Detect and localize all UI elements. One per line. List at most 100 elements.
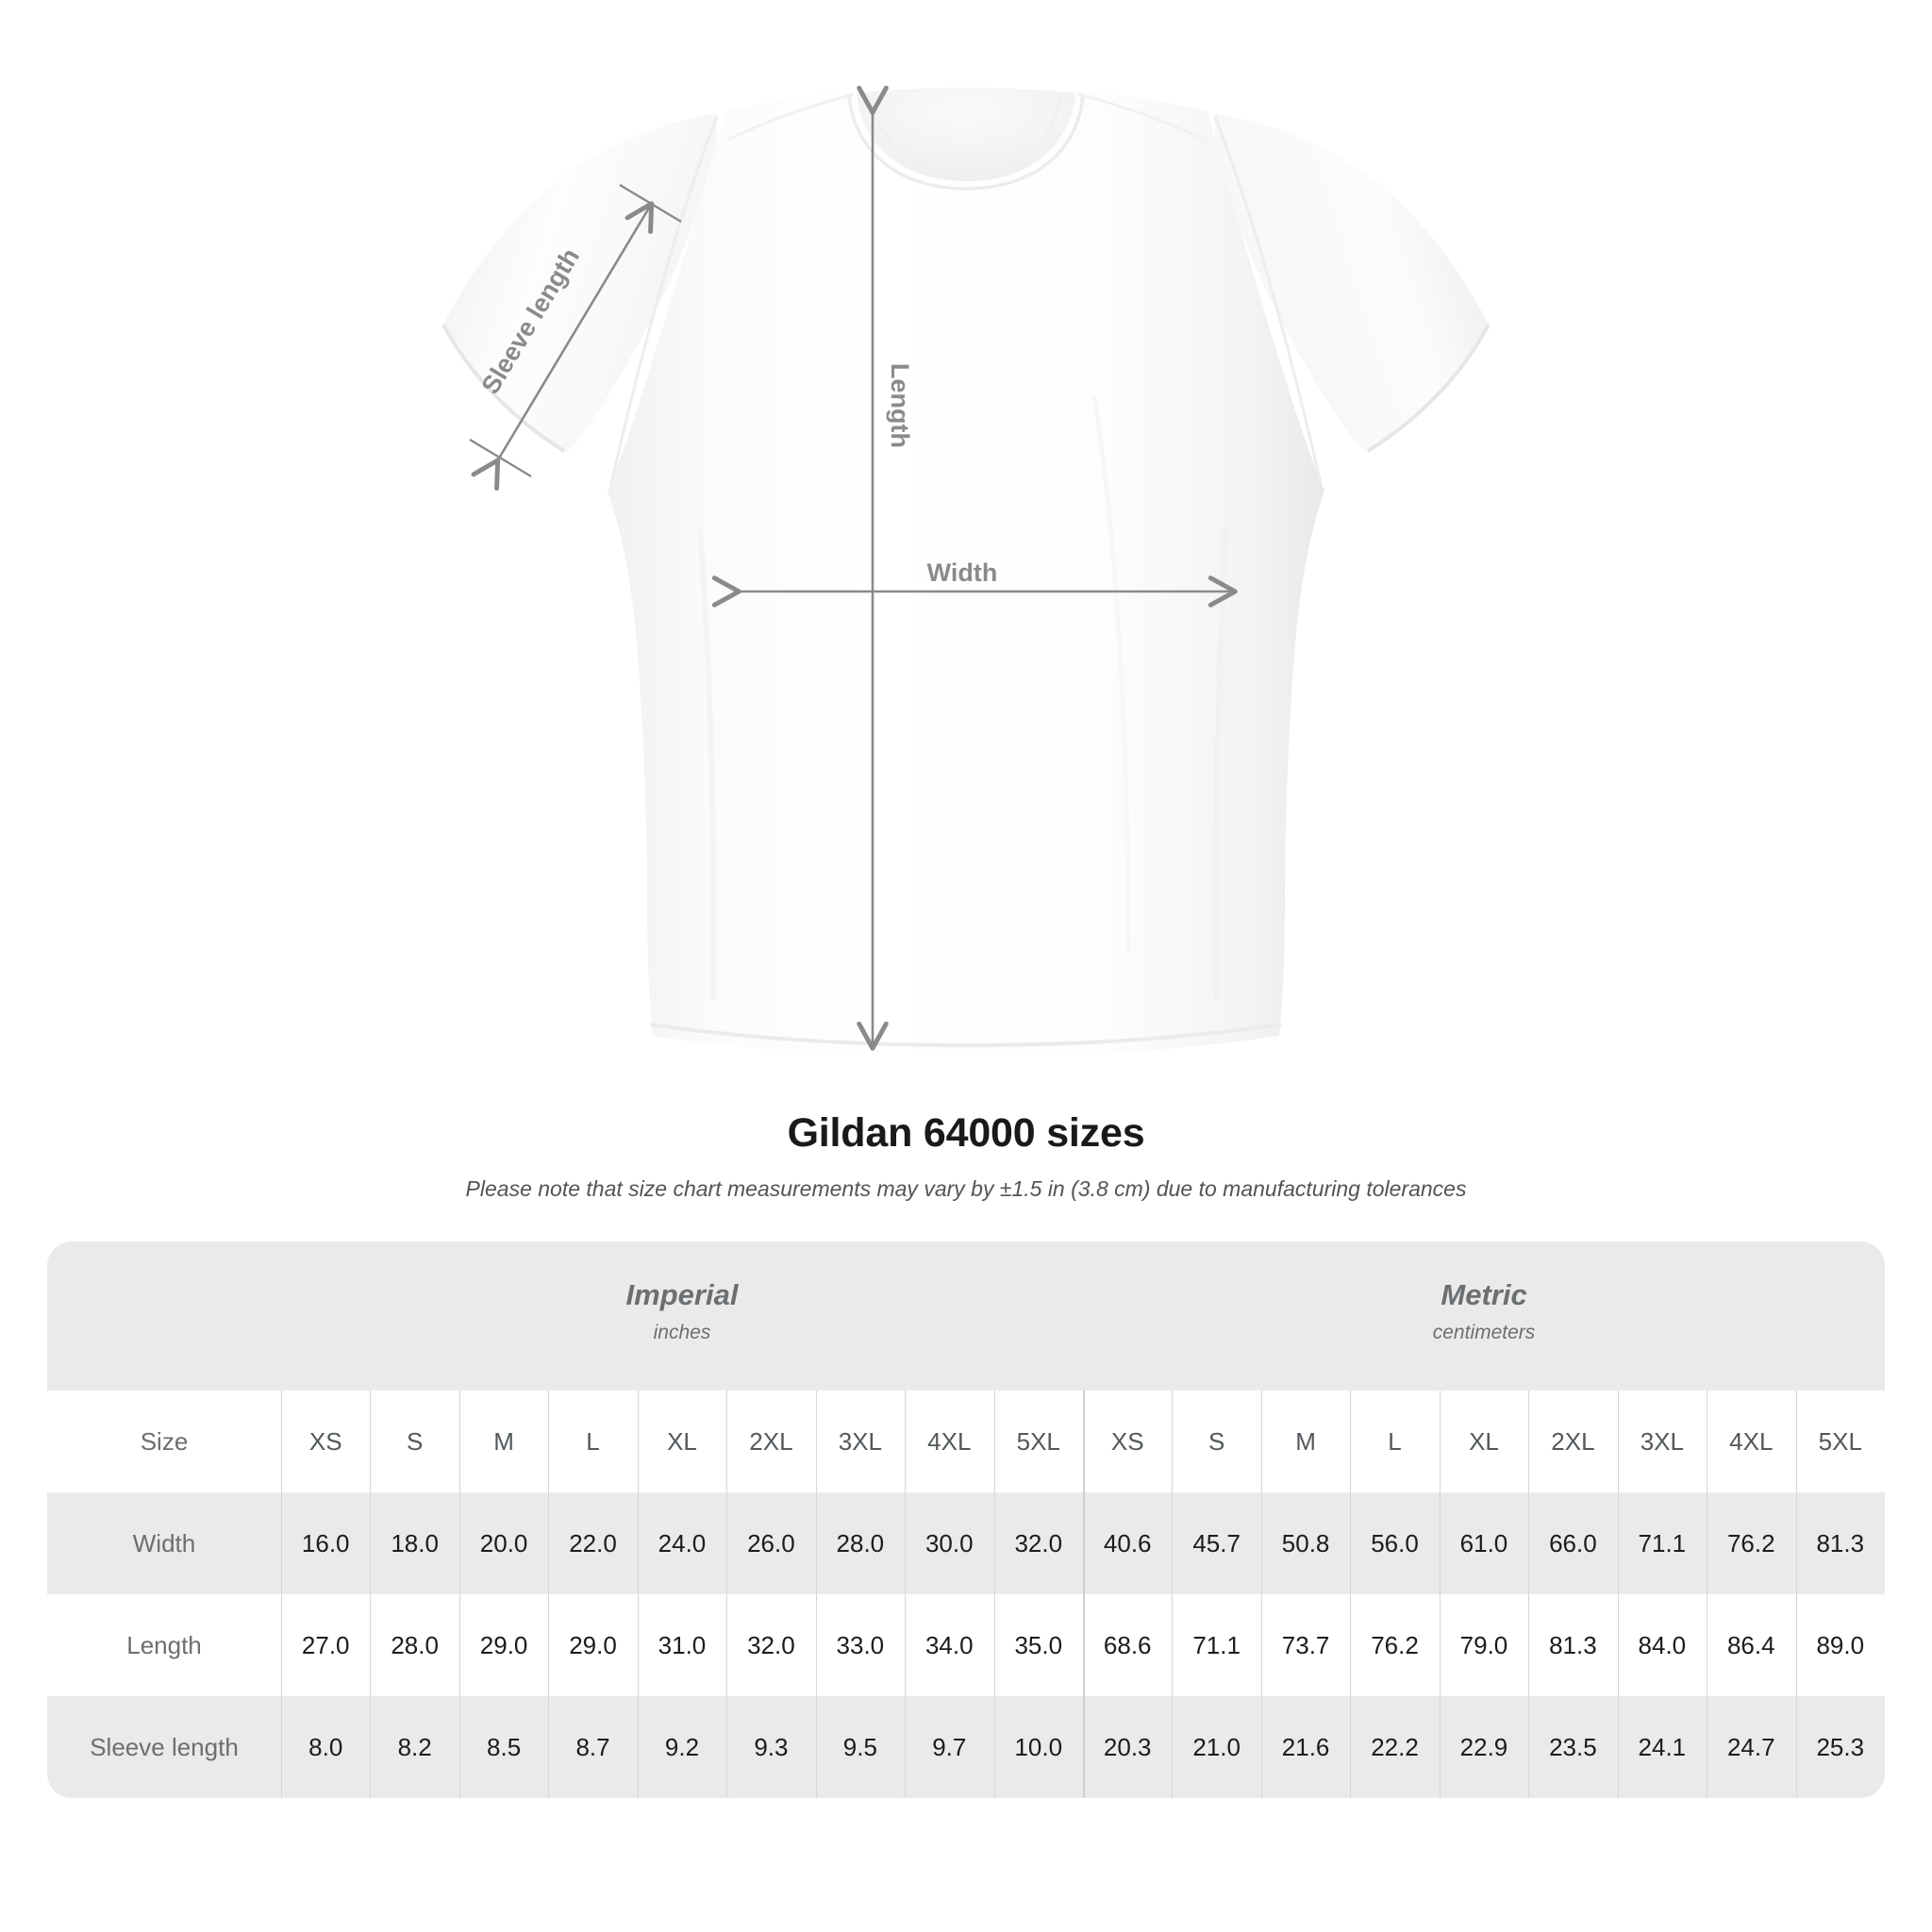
table-row: Length 27.0 28.0 29.0 29.0 31.0 32.0 33.0 34.0 35… bbox=[47, 1594, 1886, 1696]
fabric-fold-1 bbox=[697, 527, 717, 1001]
unit-group-imperial: Imperial inches bbox=[281, 1241, 1083, 1391]
column-header-metric-m: M bbox=[1260, 1391, 1351, 1492]
shirt-body-group bbox=[441, 88, 1491, 1057]
cell-length-imperial-3xl: 33.0 bbox=[815, 1594, 906, 1696]
cell-width-imperial-5xl: 32.0 bbox=[993, 1492, 1083, 1594]
cell-length-metric-l: 76.2 bbox=[1350, 1594, 1440, 1696]
cell-length-metric-xl: 79.0 bbox=[1439, 1594, 1529, 1696]
cell-width-metric-5xl: 81.3 bbox=[1795, 1492, 1886, 1594]
size-header-row: Size XS S M L XL 2XL 3XL 4XL 5XL XS S M L XL 2XL 3XL 4XL 5… bbox=[47, 1391, 1886, 1492]
cell-sleeve-length-metric-xl: 22.9 bbox=[1439, 1696, 1529, 1798]
cell-length-metric-m: 73.7 bbox=[1260, 1594, 1351, 1696]
cell-length-imperial-xs: 27.0 bbox=[281, 1594, 371, 1696]
cell-sleeve-length-imperial-5xl: 10.0 bbox=[993, 1696, 1083, 1798]
cell-sleeve-length-metric-s: 21.0 bbox=[1172, 1696, 1261, 1798]
column-header-imperial-s: S bbox=[370, 1391, 459, 1492]
cell-width-metric-xs: 40.6 bbox=[1083, 1492, 1173, 1594]
length-label: Length bbox=[886, 363, 914, 448]
cell-width-metric-3xl: 71.1 bbox=[1617, 1492, 1707, 1594]
right-sleeve bbox=[1215, 113, 1489, 453]
unit-header-spacer bbox=[47, 1241, 281, 1391]
page-title: Gildan 64000 sizes bbox=[787, 1110, 1145, 1156]
cell-length-imperial-m: 29.0 bbox=[458, 1594, 549, 1696]
column-header-metric-2xl: 2XL bbox=[1528, 1391, 1618, 1492]
column-header-metric-5xl: 5XL bbox=[1795, 1391, 1886, 1492]
cell-sleeve-length-imperial-4xl: 9.7 bbox=[905, 1696, 994, 1798]
cell-width-metric-4xl: 76.2 bbox=[1707, 1492, 1796, 1594]
bottom-hem bbox=[650, 1023, 1282, 1048]
cell-width-imperial-4xl: 30.0 bbox=[905, 1492, 994, 1594]
cell-sleeve-length-metric-4xl: 24.7 bbox=[1707, 1696, 1796, 1798]
cell-sleeve-length-metric-2xl: 23.5 bbox=[1528, 1696, 1618, 1798]
column-header-imperial-xl: XL bbox=[637, 1391, 727, 1492]
unit-group-name: Imperial bbox=[625, 1278, 739, 1312]
cell-sleeve-length-metric-xs: 20.3 bbox=[1083, 1696, 1173, 1798]
unit-group-name: Metric bbox=[1441, 1278, 1527, 1312]
cell-length-metric-2xl: 81.3 bbox=[1528, 1594, 1618, 1696]
column-header-imperial-xs: XS bbox=[281, 1391, 371, 1492]
row-label-sleeve-length: Sleeve length bbox=[47, 1696, 281, 1798]
cell-sleeve-length-metric-m: 21.6 bbox=[1260, 1696, 1351, 1798]
row-label-length: Length bbox=[47, 1594, 281, 1696]
left-shoulder-seam bbox=[727, 92, 855, 142]
unit-group-metric: Metric centimeters bbox=[1083, 1241, 1886, 1391]
unit-group-sub: inches bbox=[653, 1321, 711, 1343]
shirt-torso bbox=[608, 91, 1324, 1057]
tshirt-diagram: Length Width Sleeve length bbox=[441, 85, 1491, 1057]
page-subtitle: Please note that size chart measurements… bbox=[465, 1176, 1467, 1201]
width-annotation: Width bbox=[711, 558, 1238, 608]
column-header-imperial-m: M bbox=[458, 1391, 549, 1492]
cell-length-imperial-l: 29.0 bbox=[548, 1594, 638, 1696]
column-header-metric-3xl: 3XL bbox=[1617, 1391, 1707, 1492]
cell-sleeve-length-metric-5xl: 25.3 bbox=[1795, 1696, 1886, 1798]
cell-length-metric-xs: 68.6 bbox=[1083, 1594, 1173, 1696]
cell-width-metric-s: 45.7 bbox=[1172, 1492, 1261, 1594]
column-header-metric-s: S bbox=[1172, 1391, 1261, 1492]
cell-width-imperial-s: 18.0 bbox=[370, 1492, 459, 1594]
unit-group-sub: centimeters bbox=[1432, 1321, 1536, 1343]
cell-width-imperial-m: 20.0 bbox=[458, 1492, 549, 1594]
fabric-fold-3 bbox=[1091, 395, 1131, 954]
column-header-metric-l: L bbox=[1350, 1391, 1440, 1492]
cell-length-imperial-xl: 31.0 bbox=[637, 1594, 727, 1696]
row-label-size: Size bbox=[47, 1391, 281, 1492]
column-header-metric-xl: XL bbox=[1439, 1391, 1529, 1492]
right-sleeve-hem bbox=[1366, 324, 1491, 453]
cell-width-imperial-3xl: 28.0 bbox=[815, 1492, 906, 1594]
cell-sleeve-length-imperial-xl: 9.2 bbox=[637, 1696, 727, 1798]
table-row: Sleeve length 8.0 8.2 8.5 8.7 9.2 9.3 9.5 9.7 10.… bbox=[47, 1696, 1886, 1798]
cell-length-imperial-4xl: 34.0 bbox=[905, 1594, 994, 1696]
tshirt-illustration: Length Width Sleeve length bbox=[441, 85, 1491, 1057]
cell-sleeve-length-imperial-2xl: 9.3 bbox=[726, 1696, 816, 1798]
title-block: Gildan 64000 sizes Please note that size… bbox=[0, 1113, 1932, 1200]
cell-sleeve-length-imperial-l: 8.7 bbox=[548, 1696, 638, 1798]
cell-sleeve-length-imperial-s: 8.2 bbox=[370, 1696, 459, 1798]
cell-width-metric-2xl: 66.0 bbox=[1528, 1492, 1618, 1594]
cell-width-metric-xl: 61.0 bbox=[1439, 1492, 1529, 1594]
size-chart-table: Imperial inches Metric centimeters Size XS S M L… bbox=[47, 1241, 1886, 1798]
column-header-imperial-2xl: 2XL bbox=[726, 1391, 816, 1492]
cell-width-imperial-xs: 16.0 bbox=[281, 1492, 371, 1594]
cell-sleeve-length-imperial-3xl: 9.5 bbox=[815, 1696, 906, 1798]
column-header-metric-4xl: 4XL bbox=[1707, 1391, 1796, 1492]
cell-sleeve-length-metric-l: 22.2 bbox=[1350, 1696, 1440, 1798]
cell-length-imperial-s: 28.0 bbox=[370, 1594, 459, 1696]
cell-sleeve-length-imperial-m: 8.5 bbox=[458, 1696, 549, 1798]
row-label-width: Width bbox=[47, 1492, 281, 1594]
cell-width-imperial-2xl: 26.0 bbox=[726, 1492, 816, 1594]
cell-sleeve-length-imperial-xs: 8.0 bbox=[281, 1696, 371, 1798]
cell-length-imperial-5xl: 35.0 bbox=[993, 1594, 1083, 1696]
width-label: Width bbox=[927, 558, 998, 587]
right-armhole-seam bbox=[1213, 116, 1323, 484]
column-header-imperial-5xl: 5XL bbox=[993, 1391, 1083, 1492]
cell-length-metric-5xl: 89.0 bbox=[1795, 1594, 1886, 1696]
unit-header-row: Imperial inches Metric centimeters bbox=[47, 1241, 1886, 1391]
cell-length-metric-3xl: 84.0 bbox=[1617, 1594, 1707, 1696]
column-header-imperial-4xl: 4XL bbox=[905, 1391, 994, 1492]
cell-width-metric-l: 56.0 bbox=[1350, 1492, 1440, 1594]
column-header-imperial-l: L bbox=[548, 1391, 638, 1492]
column-header-metric-xs: XS bbox=[1083, 1391, 1173, 1492]
cell-width-metric-m: 50.8 bbox=[1260, 1492, 1351, 1594]
cell-width-imperial-l: 22.0 bbox=[548, 1492, 638, 1594]
sleeve-arrow-line bbox=[471, 201, 655, 491]
